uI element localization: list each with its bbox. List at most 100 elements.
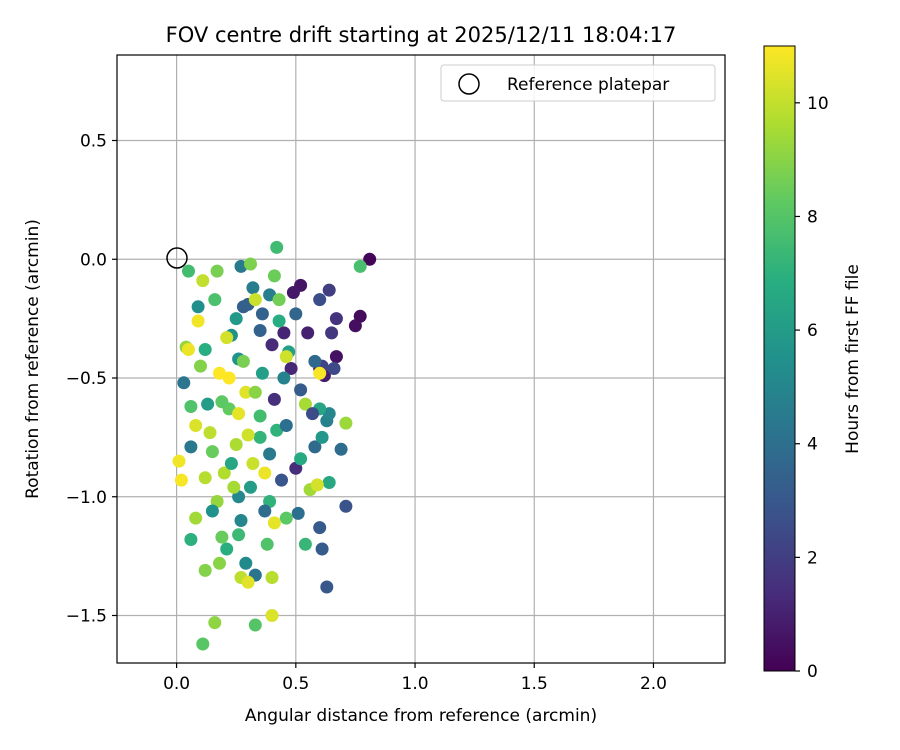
data-point [270,240,284,254]
data-point [215,395,229,409]
x-tick-label: 1.0 [402,674,429,694]
data-point [203,426,217,440]
data-point [322,476,336,489]
data-point [215,530,229,544]
data-point [198,471,212,485]
data-point [232,528,246,542]
x-tick-label: 2.0 [640,674,667,694]
data-point [220,331,234,345]
data-point [327,362,341,375]
data-point [244,480,257,494]
data-point [248,385,262,399]
y-axis-label: Rotation from reference (arcmin) [23,219,43,499]
data-point [339,499,353,513]
legend-reference-label: Reference platepar [507,75,669,95]
data-point [284,362,298,375]
data-point [308,354,322,368]
data-point [194,359,207,373]
data-point [291,506,305,520]
data-point [246,457,260,470]
y-tick-label: 0.0 [80,250,107,270]
data-point [289,307,303,321]
colorbar-gradient [763,45,796,672]
data-point [313,293,327,307]
legend-box [440,64,716,102]
x-tick-label: 0.0 [163,674,190,694]
colorbar-tick-label: 0 [807,662,818,682]
data-point [191,300,205,314]
data-point [265,609,279,622]
data-point [270,423,284,437]
data-point [174,473,188,487]
data-point [248,618,262,632]
data-point [253,324,267,337]
data-point [363,252,377,266]
data-point [213,366,226,380]
grid-lines [117,55,725,663]
data-point [213,556,226,570]
data-point [224,457,238,470]
data-point [272,293,286,307]
data-point [313,366,327,380]
data-point [275,473,288,487]
data-point [227,480,241,494]
data-point [182,343,195,356]
data-point [196,274,210,288]
data-point [236,354,250,368]
data-point [205,504,219,518]
data-point [172,454,186,468]
data-point [239,385,253,399]
data-point [234,514,248,527]
x-axis-ticks: 0.0 0.5 1.0 1.5 2.0 [163,663,667,694]
data-point [184,440,198,454]
data-point [239,556,253,570]
data-point [301,326,315,340]
data-point [279,350,293,364]
data-point [339,416,353,430]
data-point [306,407,319,421]
data-point [205,445,219,459]
plot-frame [116,54,726,664]
legend-reference-marker [458,73,480,95]
data-point [189,511,203,525]
data-point [329,350,343,364]
y-tick-label: −1.5 [66,607,107,627]
data-point [279,419,293,432]
data-point [184,400,198,413]
data-point [222,371,236,385]
chart-title: FOV centre drift starting at 2025/12/11 … [166,23,677,47]
data-point [244,257,257,271]
data-point [198,343,212,356]
data-point [267,269,281,283]
data-point [182,264,195,278]
data-point [267,392,281,406]
colorbar-label: Hours from first FF file [843,264,863,454]
data-point [253,409,267,423]
data-point [298,537,312,551]
data-point [277,326,291,340]
data-point [184,533,198,546]
data-point [322,283,336,297]
data-point [313,521,327,535]
data-point [286,286,300,299]
data-point [329,312,343,326]
data-point [255,307,269,321]
data-point [308,440,322,454]
x-axis-label: Angular distance from reference (arcmin) [245,706,597,726]
data-point [241,428,255,442]
data-point [348,319,362,333]
x-tick-label: 0.5 [282,674,309,694]
data-point [229,312,243,326]
data-point [263,447,277,461]
y-tick-label: −0.5 [66,369,107,389]
data-point [315,542,329,556]
data-point [246,281,260,295]
legend: Reference platepar [440,64,716,102]
data-point [189,419,203,432]
colorbar-tick-label: 10 [807,94,829,114]
data-point [294,383,308,397]
data-point [255,366,269,380]
colorbar-tick-label: 4 [807,435,818,455]
data-point [277,371,291,385]
